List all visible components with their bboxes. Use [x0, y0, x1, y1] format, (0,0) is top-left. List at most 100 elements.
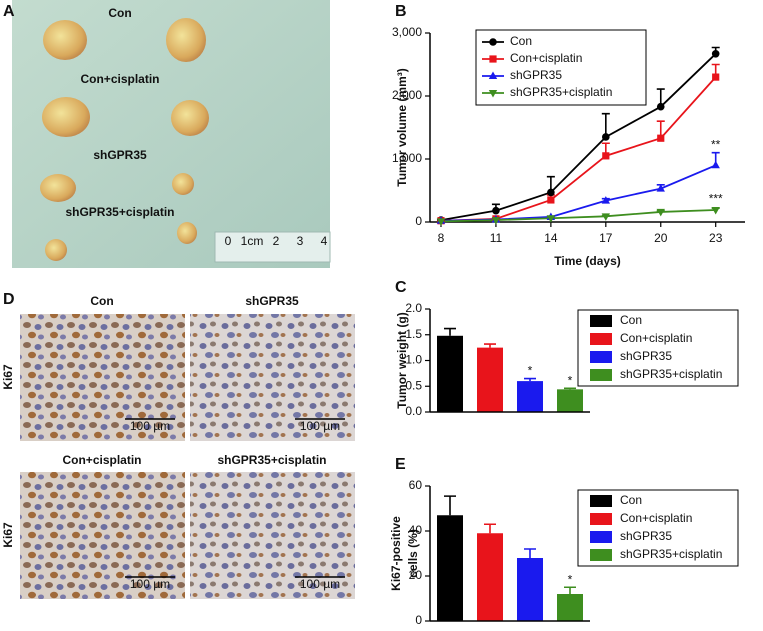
legend-swatch [590, 315, 612, 327]
bar [437, 335, 463, 412]
ruler-labels: 0 1cm 2 3 4 [225, 234, 328, 248]
legend-label: shGPR35+cisplatin [620, 367, 722, 381]
group-label: shGPR35 [93, 148, 147, 162]
annotation: * [568, 373, 573, 387]
legend-box [475, 29, 647, 106]
y-tick-label: 0.0 [405, 404, 422, 418]
marker [656, 208, 665, 217]
marker [491, 217, 501, 225]
error-bar [524, 377, 536, 382]
panel-label: C [395, 279, 407, 296]
legend-swatch [590, 369, 612, 381]
tumor [177, 222, 197, 244]
marker [711, 49, 720, 58]
marker [602, 152, 610, 160]
error-bar [564, 586, 576, 594]
series-line [440, 209, 716, 223]
series-line [440, 53, 717, 221]
x-tick-label: 14 [544, 231, 558, 245]
histology-title: shGPR35+cisplatin [217, 453, 326, 467]
y-axis-label: cells (%) [406, 529, 420, 578]
marker [489, 55, 497, 63]
y-tick-label: 1,000 [392, 151, 422, 165]
group-label: Con+cisplatin [80, 72, 159, 86]
legend-label: Con+cisplatin [620, 331, 692, 345]
tumor [166, 18, 206, 62]
y-tick-label: 40 [409, 523, 423, 537]
y-tick-label: 0.5 [405, 378, 422, 392]
y-tick-label: 60 [409, 478, 423, 492]
error-bar [484, 523, 496, 534]
marker [546, 215, 556, 223]
legend-label: Con [620, 493, 642, 507]
panel-label: A [3, 3, 15, 20]
ruler-label: 0 [225, 234, 232, 248]
y-axis-label: Ki67-positive [389, 516, 403, 591]
legend-label: Con+cisplatin [510, 51, 582, 65]
x-tick-label: 8 [438, 231, 445, 245]
tumor [171, 100, 209, 136]
legend-label: shGPR35 [620, 349, 672, 363]
y-tick-label: 2,000 [392, 88, 422, 102]
annotation: ** [711, 137, 721, 151]
group-label: Con [108, 6, 131, 20]
legend-label: Con [620, 313, 642, 327]
ruler-label: 3 [297, 234, 304, 248]
marker [489, 38, 497, 46]
histology-title: Con+cisplatin [62, 453, 141, 467]
y-axis-label: Tumor weight (g) [395, 312, 409, 408]
annotation: *** [709, 191, 723, 205]
marker [547, 196, 555, 204]
scale-bar-label: 100 µm [130, 577, 170, 591]
marker [601, 196, 611, 204]
bar [437, 515, 463, 621]
y-tick-label: 3,000 [392, 25, 422, 39]
row-label: Ki67 [1, 522, 15, 548]
group-label: shGPR35+cisplatin [65, 205, 174, 219]
histology-title: shGPR35 [245, 294, 299, 308]
x-tick-label: 23 [709, 231, 723, 245]
marker [656, 102, 665, 111]
marker [712, 73, 720, 81]
x-tick-label: 17 [599, 231, 613, 245]
ruler-label: 1cm [241, 234, 264, 248]
tumor [40, 174, 76, 202]
annotation: * [568, 572, 573, 586]
legend-label: shGPR35+cisplatin [510, 85, 612, 99]
tumor [42, 97, 90, 137]
error-bar [564, 387, 576, 390]
annotation: * [528, 364, 533, 378]
legend-label: Con [510, 34, 532, 48]
legend-swatch [590, 513, 612, 525]
tumor [172, 173, 194, 195]
marker [492, 206, 500, 215]
x-axis-label: Time (days) [554, 254, 620, 268]
marker [711, 160, 720, 169]
panel-label: D [3, 291, 15, 308]
marker [657, 134, 665, 142]
scale-bar-label: 100 µm [130, 419, 170, 433]
histology-image [190, 314, 355, 441]
x-tick-label: 11 [490, 231, 503, 245]
scale-bar-label: 100 µm [300, 577, 340, 591]
y-tick-label: 0 [415, 613, 422, 627]
panel-label: B [395, 3, 407, 20]
histology-image [190, 472, 355, 599]
tumor [45, 239, 67, 261]
ruler [214, 231, 331, 263]
marker [601, 213, 611, 221]
ruler-label: 4 [321, 234, 328, 248]
legend-label: shGPR35 [510, 68, 562, 82]
bar [557, 389, 583, 412]
marker [711, 207, 720, 215]
legend-swatch [590, 549, 612, 561]
panel-label: E [395, 456, 406, 473]
bar [517, 558, 543, 621]
bar [477, 347, 503, 412]
legend-swatch [590, 351, 612, 363]
legend-label: shGPR35 [620, 529, 672, 543]
tumor [43, 20, 87, 60]
error-bar [524, 548, 536, 558]
error-bar [444, 495, 456, 516]
